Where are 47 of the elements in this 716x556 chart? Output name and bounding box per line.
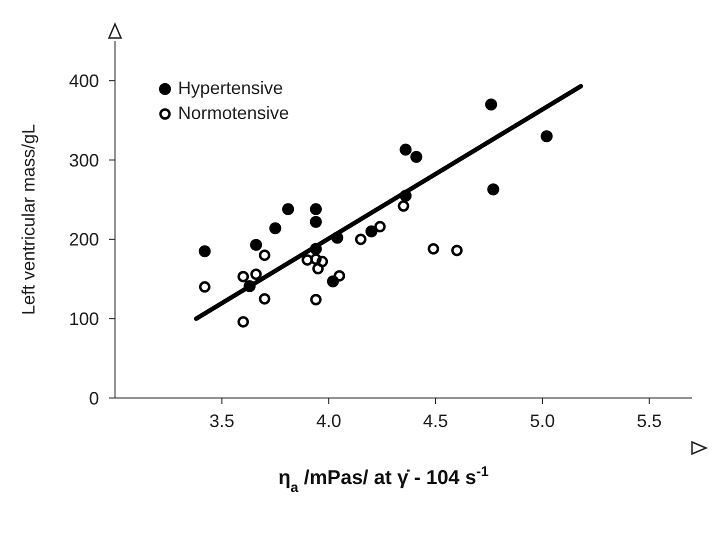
y-tick-label: 100	[68, 309, 99, 330]
point	[250, 268, 262, 280]
point	[312, 262, 324, 274]
x-tick-label: 3.5	[209, 410, 234, 431]
legend-label: Hypertensive	[178, 78, 284, 99]
x-tick-label: 5.0	[530, 410, 555, 431]
point	[199, 281, 211, 293]
point	[250, 238, 262, 251]
point	[331, 232, 344, 244]
point	[269, 222, 282, 234]
x-axis-title: η$_{a}$ /mPas/ at γ̇ - 104 s$^{-1}$	[278, 463, 489, 495]
y-axis-title: Left ventricular mass/gL	[18, 124, 38, 316]
x-tick-label: 5.5	[636, 410, 662, 431]
point	[237, 316, 249, 328]
point	[282, 203, 294, 216]
point	[258, 293, 270, 305]
point	[316, 256, 328, 268]
point	[310, 203, 322, 216]
y-tick-label: 300	[68, 150, 99, 170]
point	[244, 280, 256, 292]
point	[237, 270, 249, 282]
point	[451, 244, 463, 256]
point	[487, 183, 500, 196]
point	[355, 234, 367, 246]
point	[334, 270, 346, 282]
point	[374, 220, 386, 232]
y-tick-label: 400	[68, 71, 99, 92]
point	[258, 249, 270, 261]
point	[310, 242, 322, 255]
point	[485, 98, 498, 110]
legend-label: Normotensive	[178, 103, 290, 124]
point	[398, 200, 410, 212]
x-tick-label: 4.0	[316, 410, 342, 431]
point	[310, 294, 322, 306]
point	[302, 254, 314, 266]
point	[365, 225, 378, 238]
point	[198, 245, 211, 258]
point	[410, 150, 422, 163]
x-tick-label: 4.5	[423, 410, 448, 431]
point	[400, 144, 412, 156]
y-tick-label: 200	[68, 230, 99, 250]
point	[400, 190, 412, 202]
point	[540, 130, 553, 142]
point	[428, 243, 440, 255]
y-tick-label: 0	[88, 388, 99, 408]
point	[310, 253, 322, 265]
point	[310, 216, 322, 228]
